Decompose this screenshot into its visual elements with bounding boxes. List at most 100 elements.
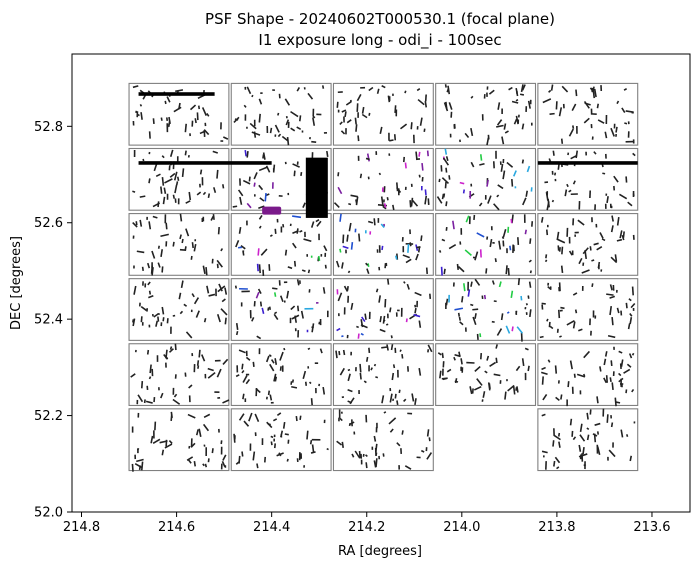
psf-whisker (605, 375, 608, 383)
psf-whisker (542, 393, 548, 401)
psf-whisker (160, 249, 164, 257)
psf-whisker (235, 461, 240, 465)
psf-whisker (233, 433, 236, 443)
psf-whisker (286, 458, 289, 462)
psf-whisker (326, 150, 329, 158)
psf-whisker (548, 89, 552, 93)
psf-whisker (220, 248, 224, 252)
psf-whisker (459, 181, 465, 185)
psf-whisker (370, 367, 373, 371)
psf-whisker (365, 462, 368, 469)
psf-whisker (293, 260, 297, 267)
psf-whisker (155, 320, 159, 327)
psf-whisker (456, 263, 459, 270)
psf-whisker (610, 127, 615, 137)
psf-whisker (596, 103, 600, 109)
psf-whisker (241, 451, 244, 457)
psf-whisker (396, 442, 401, 447)
psf-whisker (390, 335, 393, 339)
psf-whisker (610, 360, 613, 367)
psf-whisker (517, 277, 521, 286)
psf-whisker (350, 302, 354, 310)
psf-whisker (591, 283, 594, 288)
psf-whisker (220, 308, 228, 316)
psf-whisker (572, 321, 576, 329)
psf-whisker (193, 297, 200, 305)
psf-whisker (478, 202, 483, 207)
psf-whisker (169, 172, 176, 178)
psf-whisker (337, 292, 343, 302)
psf-whisker (470, 161, 475, 168)
psf-whisker (216, 169, 219, 179)
psf-whisker (621, 234, 625, 241)
psf-whisker (317, 255, 321, 262)
psf-whisker (285, 119, 290, 126)
psf-whisker (137, 394, 144, 403)
psf-whisker (342, 349, 346, 356)
psf-whisker (367, 220, 374, 224)
psf-whisker (290, 381, 293, 385)
psf-whisker (539, 335, 544, 339)
psf-whisker (507, 267, 510, 276)
psf-whisker (445, 298, 449, 306)
psf-whisker (581, 269, 590, 274)
psf-whisker (552, 440, 555, 447)
psf-whisker (505, 265, 508, 275)
psf-whisker (308, 381, 312, 385)
psf-whisker (337, 186, 343, 195)
psf-whisker (190, 255, 193, 260)
psf-whisker (316, 220, 322, 227)
psf-whisker (355, 124, 358, 132)
ota-outline (332, 147, 434, 211)
psf-whisker (557, 163, 560, 170)
psf-whisker (631, 352, 635, 356)
psf-whisker (341, 109, 347, 113)
psf-whisker (188, 191, 192, 201)
psf-whisker (190, 442, 196, 448)
psf-whisker (265, 355, 270, 363)
psf-whisker (424, 195, 428, 205)
psf-whisker (248, 176, 251, 182)
ota-cell (128, 278, 230, 341)
psf-whisker (624, 122, 628, 125)
psf-whisker (485, 268, 488, 274)
ota-outline (332, 343, 434, 407)
psf-whisker (474, 313, 477, 319)
psf-whisker (407, 243, 410, 253)
psf-whisker (238, 349, 246, 354)
psf-whisker (315, 218, 320, 223)
psf-whisker (348, 222, 352, 232)
x-tick-label: 214.8 (63, 520, 100, 535)
psf-whisker (216, 314, 221, 323)
psf-whisker (132, 318, 136, 327)
psf-whisker (274, 358, 278, 365)
psf-whisker (243, 420, 250, 427)
psf-whisker (521, 358, 525, 367)
psf-whisker (189, 104, 197, 111)
psf-whisker (394, 255, 398, 260)
psf-whisker (606, 293, 614, 296)
psf-whisker (416, 87, 421, 92)
ota-outline (332, 408, 434, 472)
psf-whisker (208, 293, 216, 297)
psf-whisker (310, 221, 315, 228)
psf-whisker (368, 86, 374, 92)
psf-whisker (270, 441, 273, 446)
psf-whisker (388, 417, 397, 425)
psf-whisker (619, 230, 623, 239)
psf-whisker (441, 352, 444, 359)
psf-whisker (373, 218, 376, 226)
psf-whisker (267, 423, 271, 426)
psf-whisker (556, 466, 560, 470)
psf-whisker (135, 221, 138, 226)
psf-whisker (253, 172, 258, 180)
psf-whisker (415, 151, 418, 160)
psf-whisker (292, 242, 297, 249)
psf-whisker (603, 358, 607, 366)
psf-whisker (470, 303, 474, 307)
psf-whisker (583, 350, 590, 359)
psf-whisker (258, 264, 261, 274)
psf-whisker (482, 391, 486, 398)
psf-whisker (410, 197, 414, 207)
psf-whisker (618, 377, 624, 383)
